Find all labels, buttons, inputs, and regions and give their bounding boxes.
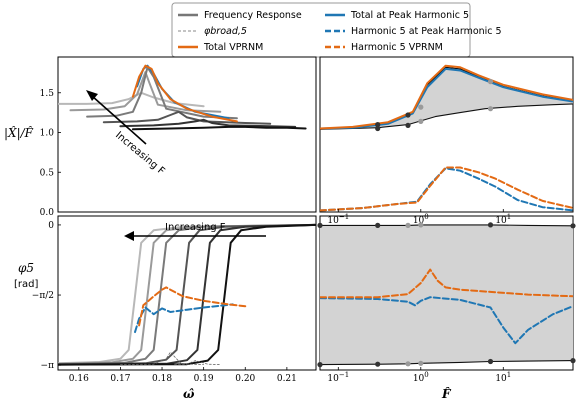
series-bottom-left-phase-4 (58, 223, 316, 366)
series-top-left-frequency-response-4 (119, 118, 297, 128)
legend-label-orange-harmonic5: Harmonic 5 VPRNM (351, 42, 443, 53)
ytick-label-bottom-left-2: −π (41, 361, 55, 371)
panel-bottom-left-plot: 0 −π/2 −π 0.16 0.17 0.18 0.19 0.20 0.21 (32, 221, 316, 384)
series-bottom-right-orange-harmonic5-3 (320, 268, 573, 299)
xtick-label-top-right-1-exponent: 0 (424, 213, 428, 221)
ytick-label-bottom-left-1: −π/2 (32, 291, 54, 301)
annotation-top-left-arrow-head (86, 90, 98, 101)
ytick-label-bottom-left-0: 0 (48, 221, 54, 231)
series-top-right-blue-harmonic5-4 (320, 167, 573, 212)
plot-area-top-left (58, 64, 307, 131)
series-bottom-right-lower-envelope-1 (320, 360, 573, 366)
marker-bottom-right-markers_upper-1 (375, 222, 381, 228)
marker-bottom-right-markers_lower-1 (375, 361, 381, 367)
envelope-band-top-right (320, 67, 573, 130)
envelope-band-bottom-right (320, 224, 573, 365)
xtick-label-bottom-left-2: 0.18 (152, 374, 172, 384)
panel-top-left-frame (57, 56, 317, 213)
marker-top-right-markers_upper-2 (418, 104, 424, 110)
legend-label-phi-broad: φbroad,5 (204, 26, 247, 37)
series-top-right-orange-harmonic5-5 (320, 166, 573, 212)
series-bottom-left-phase-3 (58, 223, 316, 366)
annotation-top-left-text: Increasing F (113, 130, 167, 178)
marker-bottom-right-markers_upper-5 (570, 223, 576, 229)
xtick-label-bottom-right-2: 101 (495, 371, 511, 384)
legend-label-blue-total: Total at Peak Harmonic 5 (350, 10, 469, 21)
xtick-label-top-right-0: 10−1 (327, 213, 349, 226)
marker-bottom-right-markers_lower-2 (405, 361, 411, 367)
xtick-label-bottom-right-1: 100 (413, 371, 429, 384)
xtick-label-bottom-left-5: 0.21 (277, 374, 297, 384)
annotation-bottom-left: Increasing F (124, 222, 266, 241)
marker-bottom-right-markers_lower-3 (418, 360, 424, 366)
ytick-label-top-left-1: 0.5 (40, 168, 55, 178)
series-top-left-frequency-response-5 (131, 125, 307, 131)
annotation-bottom-left-text: Increasing F (165, 222, 226, 233)
series-top-left-frequency-response-3 (102, 110, 272, 125)
xtick-label-bottom-right-1-exponent: 0 (424, 371, 428, 379)
xtick-label-bottom-right-0-exponent: −1 (339, 371, 349, 379)
plot-area-bottom-right (320, 224, 573, 366)
legend: Frequency Response Total at Peak Harmoni… (171, 2, 502, 58)
series-top-left-orange-total-7 (131, 64, 238, 123)
top-y-axis-label: |X̂|/F̂ (4, 125, 34, 140)
series-top-right-lower-envelope-1 (320, 103, 573, 130)
marker-top-right-markers_lower-2 (418, 118, 424, 124)
series-bottom-left-phi-broad-6 (120, 351, 204, 365)
marker-bottom-right-markers_upper-2 (405, 222, 411, 228)
panel-bottom-left-frame (57, 215, 317, 371)
xtick-label-bottom-left-3: 0.19 (194, 374, 214, 384)
marker-bottom-right-markers_lower-4 (487, 358, 494, 365)
series-bottom-left-blue-harmonic5-8 (134, 303, 234, 334)
bottom-right-x-axis-label: F̂ (441, 386, 452, 401)
bottom-y-axis-label-symbol: φ5 (18, 261, 34, 275)
series-bottom-left-phase-1 (58, 223, 316, 365)
series-bottom-left-phase-5 (58, 223, 316, 366)
marker-top-right-markers_lower-3 (487, 106, 494, 112)
panel-top-right-frame (319, 56, 574, 213)
xtick-label-top-right-0-exponent: −1 (339, 213, 349, 221)
annotation-top-left-arrow-line (91, 95, 147, 145)
legend-label-orange-total: Total VPRNM (203, 42, 263, 53)
series-bottom-right-upper-envelope-0 (320, 224, 573, 227)
ytick-label-top-left-2: 1.0 (40, 129, 55, 139)
series-bottom-left-orange-harmonic5-9 (138, 286, 247, 327)
marker-top-right-markers_upper-3 (487, 79, 494, 85)
xtick-label-bottom-right-2-exponent: 1 (507, 371, 511, 379)
xtick-label-bottom-left-0: 0.16 (69, 374, 89, 384)
marker-top-right-markers_lower-0 (375, 125, 381, 132)
annotation-bottom-left-arrow-head (124, 231, 134, 241)
series-bottom-left-phi-broad-7 (174, 360, 221, 365)
marker-bottom-right-markers_upper-4 (487, 222, 494, 228)
marker-top-right-markers_upper-1 (405, 112, 411, 118)
marker-top-right-markers_upper-0 (375, 122, 381, 128)
xtick-label-bottom-right-0: 10−1 (327, 371, 349, 384)
xtick-label-bottom-left-4: 0.20 (235, 374, 255, 384)
series-bottom-left-phase-2 (58, 223, 316, 366)
xtick-label-top-right-2-exponent: 1 (507, 213, 511, 221)
xtick-label-bottom-left-1: 0.17 (110, 374, 130, 384)
marker-top-right-markers_lower-1 (405, 122, 411, 128)
bottom-left-x-axis-label: ω̂ (183, 387, 195, 401)
xtick-label-top-right-2: 101 (495, 213, 511, 226)
panel-bottom-right-plot: 10−1 100 101 (317, 222, 576, 384)
series-bottom-right-blue-harmonic5-2 (320, 296, 573, 345)
marker-bottom-right-markers_lower-5 (570, 358, 576, 364)
panel-top-left-plot: 0.0 0.5 1.0 1.5 (40, 64, 307, 218)
legend-label-frequency-response: Frequency Response (204, 10, 302, 21)
plot-area-bottom-left (58, 223, 316, 366)
series-bottom-left-phase-0 (58, 223, 316, 365)
bottom-y-axis-label-unit: [rad] (14, 279, 38, 290)
marker-bottom-right-markers_lower-0 (317, 362, 323, 368)
ytick-label-top-left-3: 1.5 (40, 89, 55, 99)
legend-label-blue-harmonic5: Harmonic 5 at Peak Harmonic 5 (351, 26, 502, 37)
panel-top-right-plot: 10−1 100 101 (320, 64, 573, 226)
marker-bottom-right-markers_upper-3 (418, 222, 424, 228)
ytick-label-top-left-0: 0.0 (40, 208, 55, 218)
marker-bottom-right-markers_upper-0 (317, 222, 323, 228)
plot-area-top-right (320, 64, 573, 212)
